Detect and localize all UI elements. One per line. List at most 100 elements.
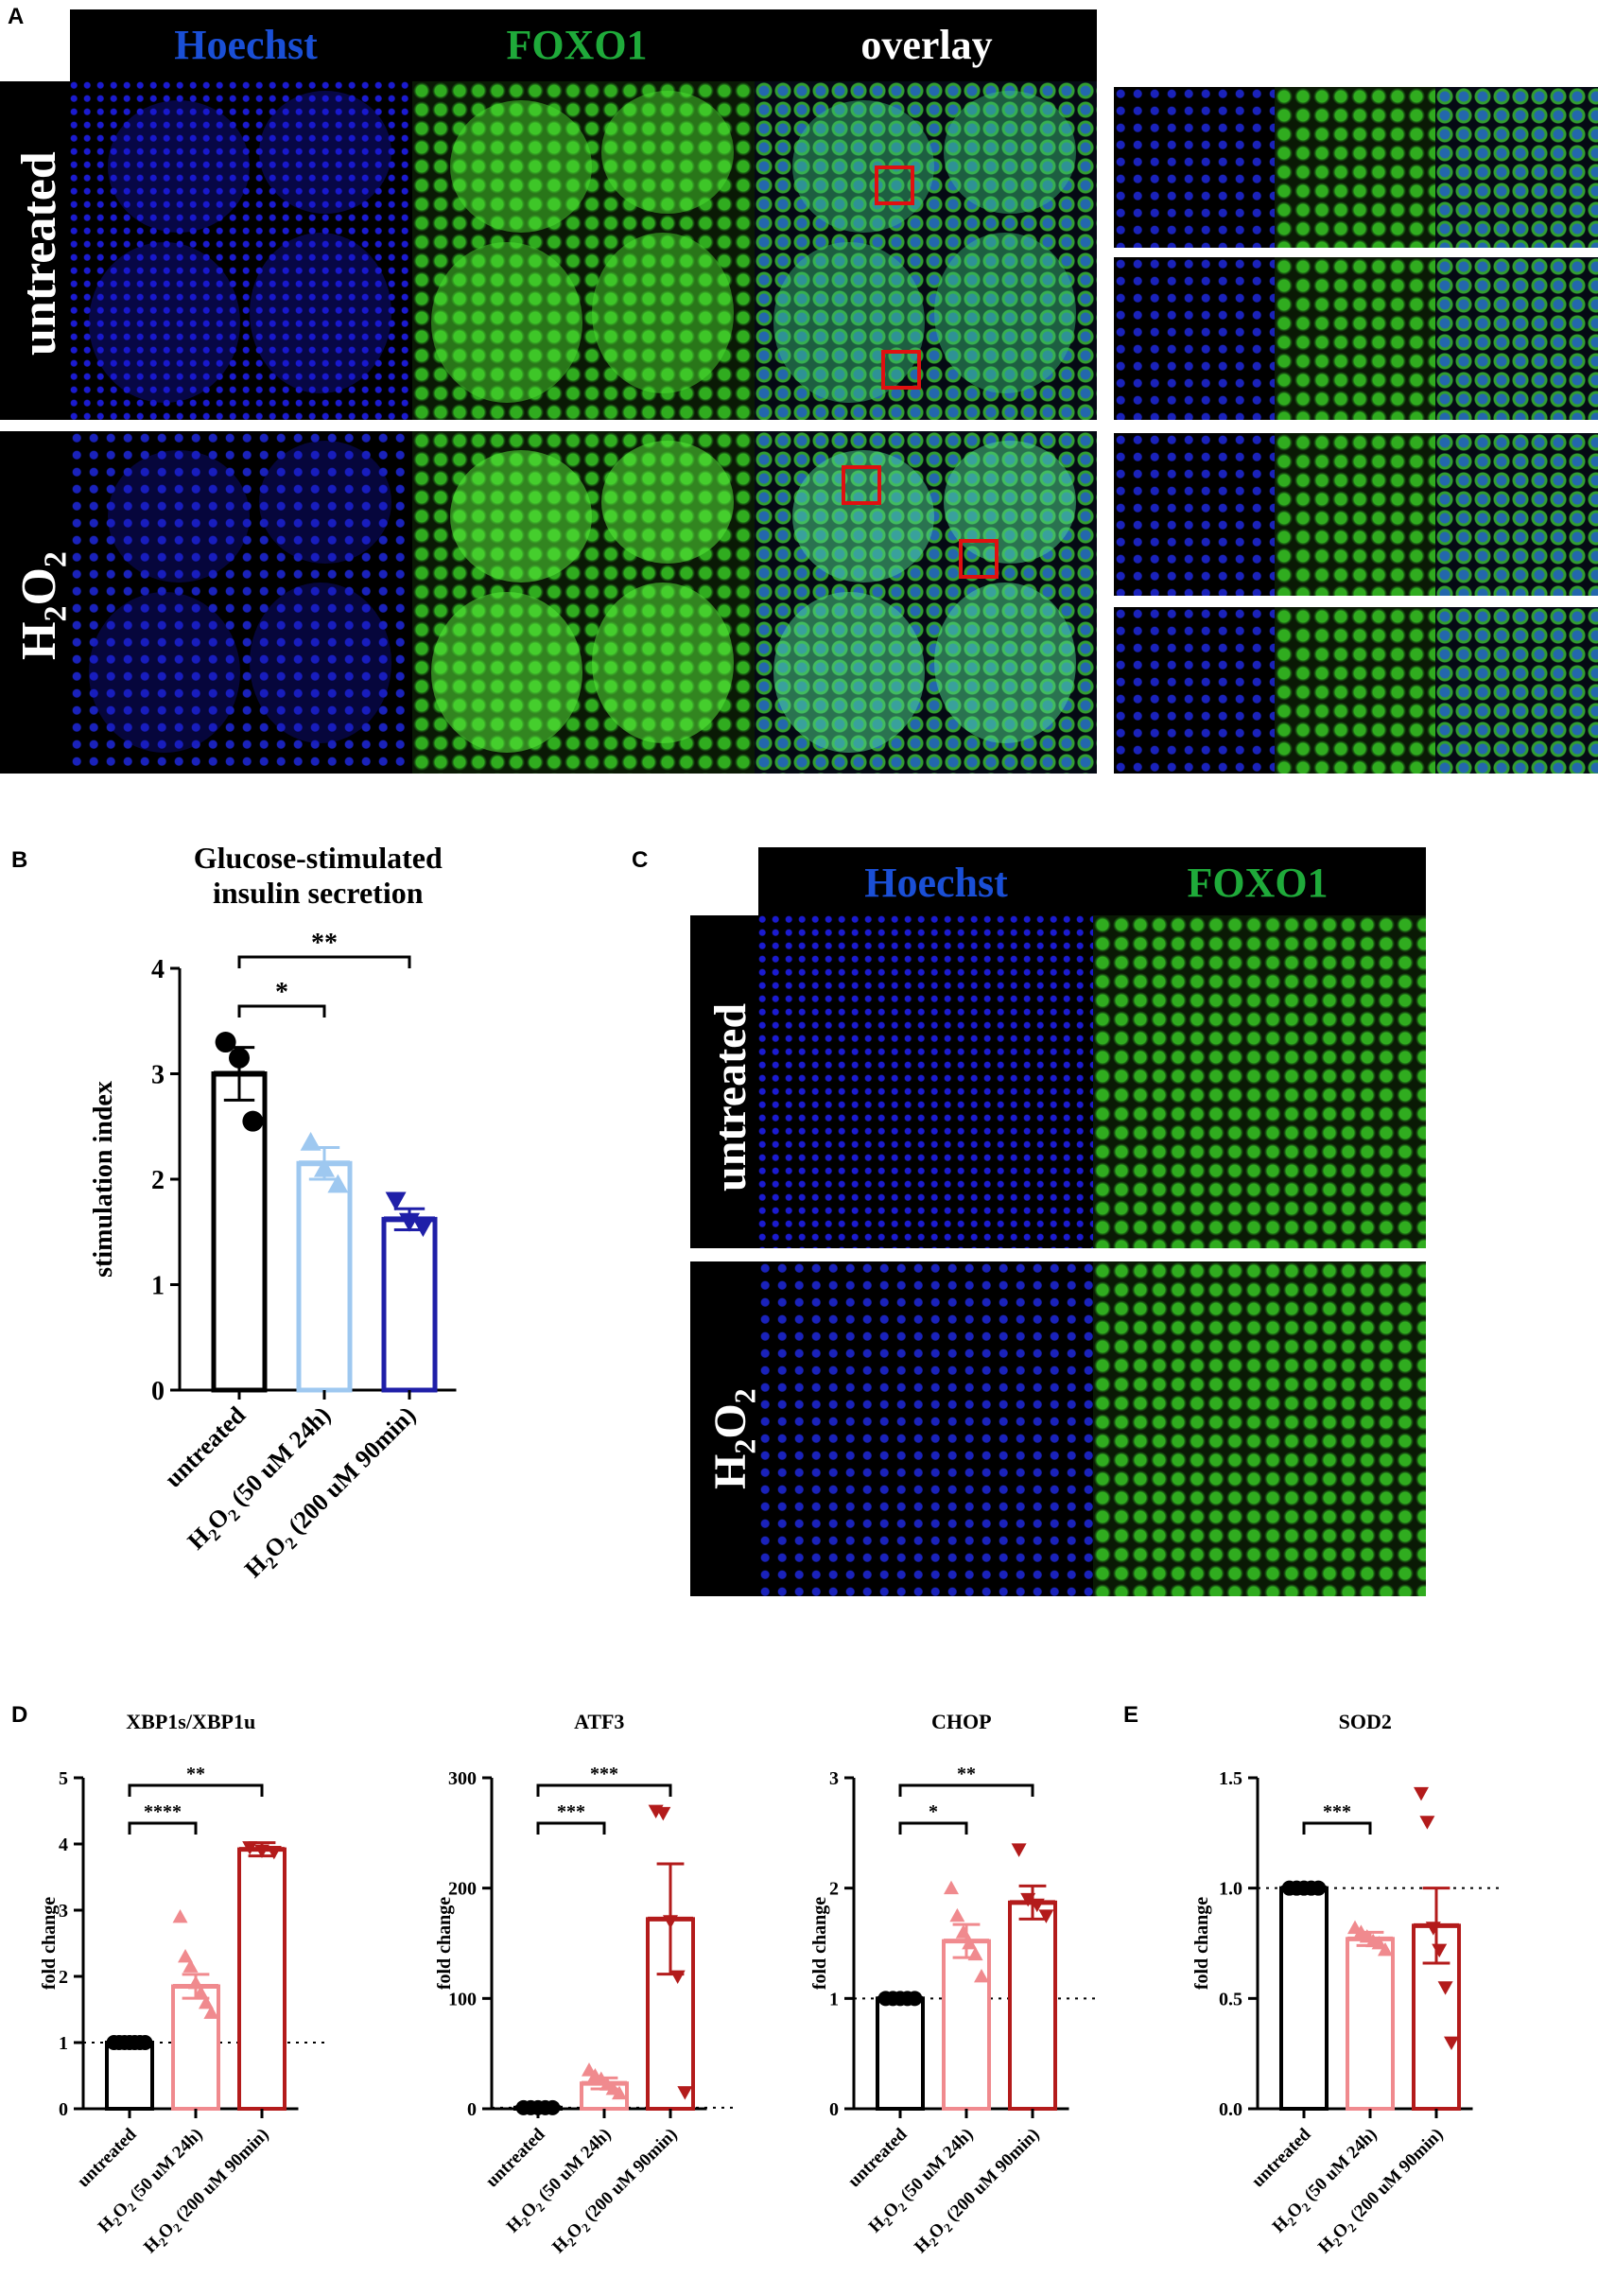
y-tick-label: 300 — [448, 1768, 477, 1789]
islet-blob — [944, 91, 1076, 214]
panel-c-header-foxo1: FOXO1 — [1187, 860, 1329, 906]
chart-title: Glucose-stimulated — [194, 841, 443, 875]
panel-c-untreated-label-bg — [690, 915, 758, 1248]
data-point — [188, 1975, 203, 1990]
zoom-inset-hoechst — [1114, 433, 1275, 596]
zoom-inset-overlay — [1435, 607, 1598, 774]
panel-a-foxo1-h2o2 — [412, 431, 755, 774]
panel-b-letter: B — [11, 847, 28, 873]
panel-c-header-bar — [758, 847, 1426, 915]
data-point — [1414, 1786, 1429, 1801]
y-tick-label: 2 — [151, 1166, 165, 1195]
panel-a-overlay-h2o2 — [755, 431, 1097, 774]
zoom-inset-hoechst — [1114, 87, 1275, 248]
y-axis-label: fold change — [434, 1897, 455, 1990]
significance-label: ** — [311, 929, 338, 958]
significance-label: *** — [590, 1764, 618, 1784]
data-point — [663, 1915, 678, 1929]
islet-blob — [792, 450, 934, 583]
data-point — [412, 1218, 434, 1238]
data-point — [974, 1969, 989, 1983]
x-tick-label: untreated — [159, 1400, 251, 1492]
bar — [171, 1984, 220, 2111]
data-point — [967, 1946, 983, 1961]
islet-blob — [944, 441, 1076, 564]
data-point — [907, 1991, 923, 2007]
bar — [381, 1216, 438, 1393]
zoom-inset-foxo1 — [1275, 433, 1435, 596]
data-point — [254, 1844, 269, 1858]
significance-label: **** — [144, 1801, 182, 1822]
bar — [296, 1160, 353, 1393]
bar — [1346, 1937, 1395, 2112]
x-tick-label: untreated — [482, 2124, 549, 2191]
data-point — [1020, 1892, 1036, 1907]
bar — [237, 1847, 287, 2111]
panel-a-hoechst-untreated — [70, 81, 412, 420]
y-tick-label: 200 — [448, 1879, 477, 1900]
significance-label: *** — [1323, 1801, 1351, 1822]
data-point — [314, 1157, 335, 1177]
y-tick-label: 1 — [829, 1989, 839, 2009]
significance-label: ** — [957, 1764, 976, 1784]
panel-c-hoechst-untreated — [758, 915, 1093, 1248]
zoom-box — [875, 165, 914, 205]
data-point — [399, 1212, 420, 1232]
panel-a-untreated-label-bg — [0, 81, 70, 420]
data-point — [1378, 1942, 1393, 1957]
y-tick-label: 4 — [59, 1835, 68, 1855]
x-tick-label: untreated — [1248, 2124, 1315, 2191]
panel-c-foxo1-h2o2 — [1093, 1261, 1426, 1596]
data-point — [612, 2085, 627, 2100]
panel-c-h2o2-label-bg — [690, 1261, 758, 1596]
y-tick-label: 1.0 — [1219, 1879, 1242, 1900]
chart-d-xbp1: XBP1s/XBP1u fold change 0 1 2 3 4 5 untreatedH2O… — [39, 1710, 327, 2257]
zoom-inset-foxo1 — [1275, 607, 1435, 774]
y-tick-label: 0 — [467, 2099, 477, 2120]
panel-c-row-label-untreated: untreated — [705, 1002, 756, 1191]
panel-c-row-label-h2o2: H2O2 — [705, 1388, 762, 1489]
chart-title: CHOP — [931, 1710, 992, 1733]
bar — [1008, 1900, 1057, 2111]
data-point — [137, 2035, 153, 2050]
islet-blob — [259, 91, 391, 214]
y-tick-label: 0 — [151, 1377, 165, 1406]
significance-bracket — [128, 1783, 264, 1797]
islet-blob — [592, 233, 734, 393]
data-point — [229, 1047, 250, 1069]
x-tick-label: H2O2 (50 uM 24h) — [182, 1401, 339, 1558]
zoom-box — [842, 465, 881, 505]
islet-blob — [89, 592, 240, 753]
islet-blob — [250, 583, 391, 743]
zoom-inset-foxo1 — [1275, 87, 1435, 248]
significance-bracket — [536, 1821, 606, 1835]
data-point — [215, 1032, 236, 1053]
zoom-inset-hoechst — [1114, 607, 1275, 774]
data-point — [962, 1936, 978, 1950]
zoom-box — [959, 539, 999, 579]
data-point — [955, 1924, 971, 1939]
panel-a-header-overlay: overlay — [860, 22, 993, 68]
islet-blob — [108, 100, 250, 233]
y-tick-label: 0.0 — [1219, 2099, 1242, 2120]
data-point — [1371, 1936, 1387, 1950]
significance-bracket — [128, 1821, 198, 1835]
x-tick-label: H2O2 (200 uM 90min) — [548, 2125, 683, 2259]
significance-bracket — [1302, 1821, 1372, 1835]
y-tick-label: 3 — [59, 1901, 68, 1922]
x-tick-label: untreated — [844, 2124, 912, 2191]
bar — [942, 1939, 991, 2111]
data-point — [300, 1131, 321, 1151]
data-point — [545, 2099, 561, 2115]
y-tick-label: 0 — [59, 2099, 68, 2120]
data-point — [385, 1191, 407, 1211]
bar — [105, 2041, 154, 2111]
islet-blob — [773, 242, 925, 403]
y-tick-label: 0 — [829, 2099, 839, 2120]
panel-c-foxo1-untreated — [1093, 915, 1426, 1248]
x-tick-label: untreated — [74, 2124, 141, 2191]
y-axis-label: fold change — [1191, 1897, 1212, 1990]
data-point — [193, 1985, 209, 1999]
data-point — [327, 1174, 349, 1193]
